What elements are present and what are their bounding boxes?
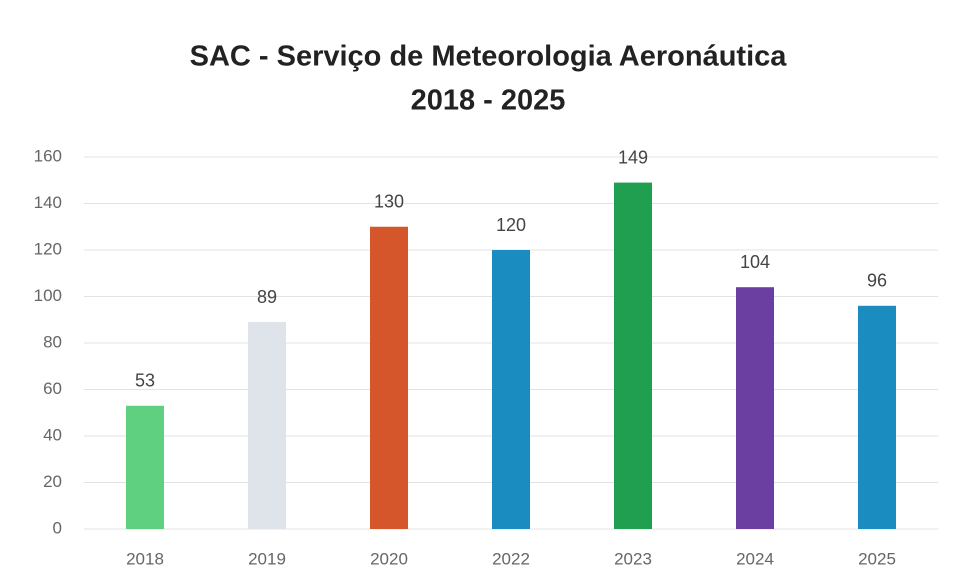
bar (614, 182, 652, 529)
x-tick-label: 2020 (370, 549, 408, 568)
x-tick-label: 2025 (858, 549, 896, 568)
y-tick-label: 160 (34, 146, 62, 165)
y-tick-label: 80 (43, 332, 62, 351)
y-tick-label: 100 (34, 286, 62, 305)
data-label: 53 (135, 371, 155, 391)
chart-title: SAC - Serviço de Meteorologia Aeronáutic… (190, 41, 788, 73)
data-label: 96 (867, 271, 887, 291)
y-tick-label: 140 (34, 193, 62, 212)
bar (126, 405, 164, 529)
x-tick-label: 2019 (248, 549, 286, 568)
chart-subtitle: 2018 - 2025 (411, 85, 566, 117)
data-label: 149 (618, 147, 648, 167)
y-tick-label: 120 (34, 239, 62, 258)
bar (492, 250, 530, 529)
bar (370, 226, 408, 529)
data-label: 120 (496, 215, 526, 235)
data-label: 104 (740, 252, 770, 272)
data-label: 130 (374, 192, 404, 212)
x-tick-label: 2022 (492, 549, 530, 568)
bar (736, 287, 774, 529)
y-tick-label: 60 (43, 379, 62, 398)
x-tick-label: 2023 (614, 549, 652, 568)
x-tick-label: 2018 (126, 549, 164, 568)
bar (248, 322, 286, 529)
y-tick-label: 40 (43, 425, 62, 444)
data-label: 89 (257, 287, 277, 307)
bar (858, 305, 896, 529)
y-tick-label: 20 (43, 472, 62, 491)
x-tick-label: 2024 (736, 549, 774, 568)
y-tick-label: 0 (53, 518, 62, 537)
